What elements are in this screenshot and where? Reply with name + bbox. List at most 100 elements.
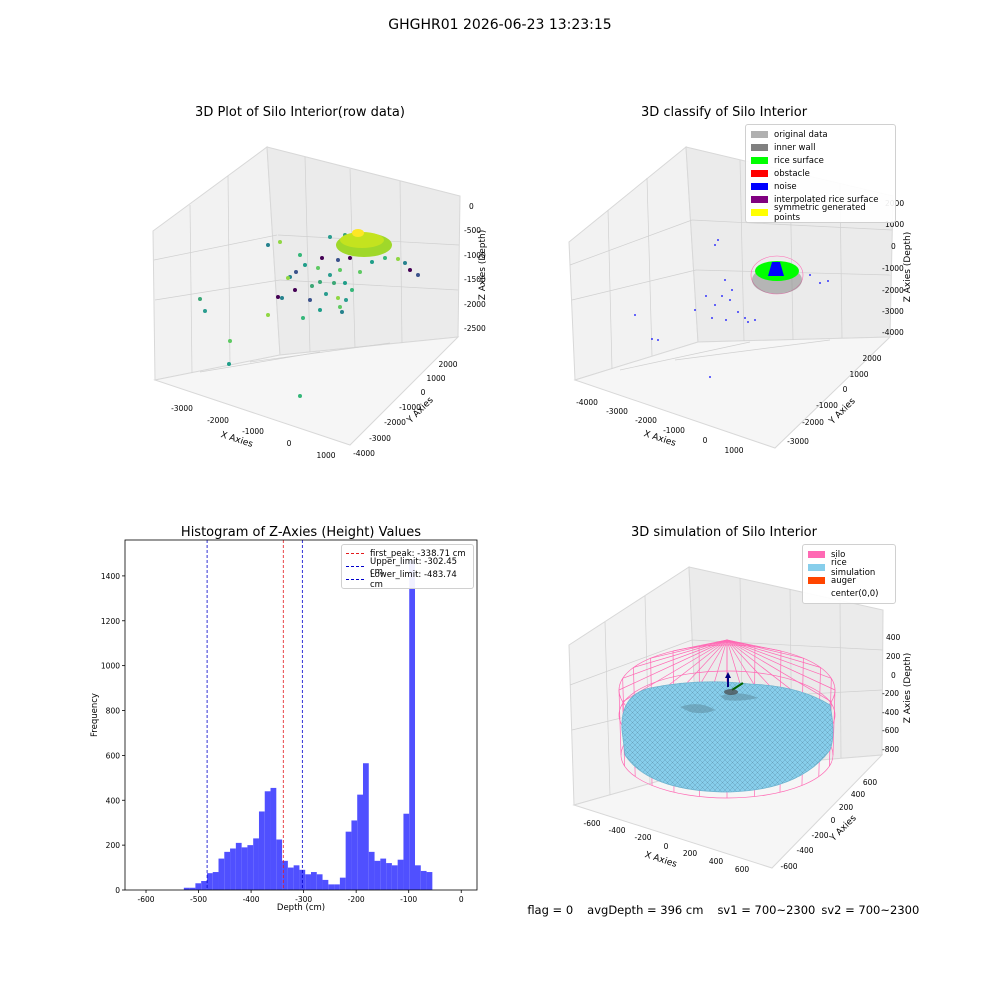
classify-x-tick: -1000 [663, 426, 685, 435]
histogram-y-tick: 0 [115, 886, 120, 895]
legend-item: inner wall [751, 141, 890, 154]
legend-label: first_peak: -338.71 cm [370, 548, 466, 559]
raw-plot-title: 3D Plot of Silo Interior(row data) [195, 105, 405, 120]
classify-x-tick: -2000 [635, 416, 657, 425]
histogram-bar [426, 872, 433, 890]
silo-roof-line [726, 639, 832, 679]
sim-y-tick: -200 [811, 831, 828, 840]
scatter-point [318, 308, 322, 312]
histogram-y-tick: 1000 [101, 662, 120, 671]
scatter-point [298, 394, 302, 398]
legend-swatch [751, 183, 768, 190]
noise-point [634, 314, 636, 316]
legend-label: rice simulation [831, 557, 876, 578]
silo-roof-line [726, 639, 832, 702]
scatter-point [336, 258, 340, 262]
histogram-x-tick: -500 [190, 895, 207, 904]
legend-label: silo [831, 549, 846, 560]
legend-item: Upper_limit: -302.45 cm [346, 557, 469, 577]
histogram-bar [253, 838, 259, 890]
histogram-y-tick: 1400 [101, 572, 120, 581]
legend-item: noise [751, 180, 890, 193]
histogram-bar [386, 863, 392, 890]
histogram-y-tick: 600 [106, 751, 121, 760]
histogram-bar [334, 884, 340, 890]
scatter-point [198, 297, 202, 301]
classify-legend: original data inner wall rice surface ob… [745, 124, 896, 223]
rice-simulation-surface [621, 681, 834, 793]
raw-x-tick: -2000 [207, 416, 229, 425]
histogram-bar [322, 879, 329, 890]
scatter-point [286, 276, 290, 280]
histogram-bar [345, 831, 352, 890]
histogram-bar [368, 851, 375, 890]
scatter-point [227, 362, 231, 366]
legend-swatch [751, 170, 768, 177]
legend-item: rice surface [751, 154, 890, 167]
classify-z-tick: -2000 [882, 286, 904, 295]
histogram-bar [357, 794, 363, 890]
classify-y-tick: 1000 [849, 370, 868, 379]
legend-item: symmetric generated points [751, 203, 890, 223]
scatter-point [318, 280, 322, 284]
noise-point [754, 319, 756, 321]
raw-z-tick: -2500 [464, 324, 486, 333]
classify-3d-plot: 3D classify of Silo Interior -4000 -3000… [568, 105, 913, 455]
raw-z-tick: -500 [464, 226, 481, 235]
classify-z-tick: -4000 [882, 328, 904, 337]
legend-item: silo [808, 548, 890, 561]
histogram-y-ticks: 0 200 400 600 800 1000 1200 1400 [101, 572, 125, 895]
histogram-bar [282, 860, 288, 890]
sim-x-tick: -200 [634, 833, 651, 842]
noise-point [724, 279, 726, 281]
histogram-x-tick: -600 [137, 895, 154, 904]
histogram-x-tick: -100 [400, 895, 417, 904]
legend-swatch [808, 564, 825, 571]
noise-point [717, 239, 719, 241]
histogram-bar [299, 869, 306, 890]
raw-y-tick: -4000 [353, 449, 375, 458]
scatter-point [320, 256, 324, 260]
noise-point [819, 282, 821, 284]
noise-point [709, 376, 711, 378]
histogram-bar [397, 859, 404, 890]
simulation-legend: silo rice simulation auger center(0,0) [802, 544, 896, 604]
histogram-bar [351, 820, 358, 890]
histogram-bar [183, 887, 190, 890]
sim-z-tick: -200 [882, 689, 899, 698]
sim-z-tick: 200 [886, 652, 901, 661]
noise-point [809, 274, 811, 276]
legend-item: auger [808, 574, 890, 587]
histogram-bar [201, 881, 207, 890]
histogram-bar [403, 813, 410, 890]
histogram-x-ticks: -600 -500 -400 -300 -200 -100 0 [137, 890, 464, 904]
histogram-bar [287, 867, 294, 890]
classify-x-tick: 0 [703, 436, 708, 445]
avg-depth-text: avgDepth = 396 cm [587, 903, 704, 917]
scatter-point [301, 316, 305, 320]
scatter-point [370, 260, 374, 264]
histogram-bar [420, 870, 427, 890]
histogram-bar [380, 858, 387, 890]
legend-label: original data [774, 129, 828, 140]
noise-point [714, 304, 716, 306]
noise-point [827, 280, 829, 282]
legend-item: original data [751, 128, 890, 141]
histogram-bar [276, 839, 283, 890]
scatter-point [203, 309, 207, 313]
sim-x-label: X Axies [643, 850, 678, 870]
noise-point [725, 319, 727, 321]
histogram-bar [362, 763, 369, 890]
histogram-bar [247, 845, 254, 890]
raw-z-tick: 0 [469, 202, 474, 211]
sv1-text: sv1 = 700~2300 [717, 903, 816, 917]
classify-z-tick: -3000 [882, 307, 904, 316]
classify-y-tick: -3000 [787, 437, 809, 446]
sim-x-tick: -400 [608, 826, 625, 835]
legend-label: rice surface [774, 155, 824, 166]
histogram-y-tick: 200 [106, 841, 121, 850]
scatter-point [293, 288, 297, 292]
raw-y-tick: -3000 [369, 434, 391, 443]
legend-line [346, 579, 364, 580]
classify-y-tick: -2000 [802, 418, 824, 427]
